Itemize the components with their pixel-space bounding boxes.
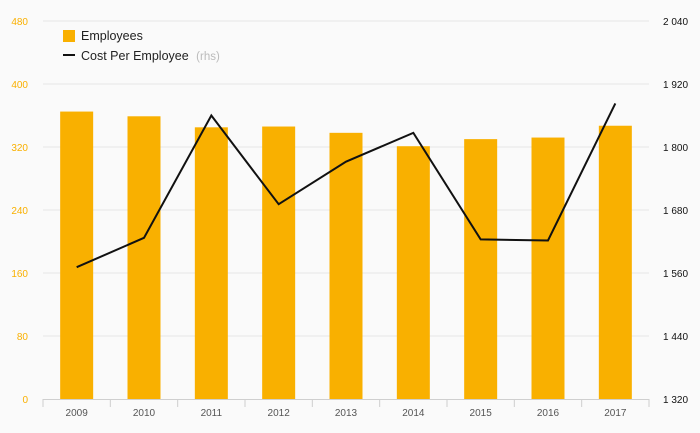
right-y-tick-label: 1 560 [663,269,688,280]
right-y-tick-label: 1 680 [663,206,688,217]
legend-swatch-employees [63,30,75,42]
bar [396,146,430,399]
legend-item-cost-per-employee: Cost Per Employee (rhs) [63,49,220,63]
left-y-tick-label: 480 [11,17,28,28]
x-tick-label: 2012 [268,408,291,419]
right-y-tick-label: 2 040 [663,17,688,28]
bar-series-employees [60,111,632,400]
legend-label-cost-per-employee: Cost Per Employee (rhs) [81,49,220,63]
bar [127,116,161,399]
x-tick-label: 2014 [402,408,425,419]
right-y-tick-label: 1 920 [663,80,688,91]
bar [531,137,565,400]
bar [464,139,498,399]
right-y-tick-label: 1 440 [663,332,688,343]
right-y-tick-label: 1 320 [663,395,688,406]
right-y-tick-label: 1 800 [663,143,688,154]
legend-item-employees: Employees [63,29,143,43]
bar [329,132,363,399]
right-y-axis: 1 320 1 440 1 560 1 680 1 800 1 920 2 040 [663,17,688,406]
bar [598,125,632,400]
x-tick-label: 2010 [133,408,156,419]
cost-per-employee-line [76,102,617,269]
legend-label-rhs-note: (rhs) [196,51,220,63]
legend-label-cost-per-employee-name: Cost Per Employee [81,49,189,63]
left-y-tick-label: 320 [11,143,28,154]
left-y-tick-label: 240 [11,206,28,217]
left-y-tick-label: 0 [22,395,28,406]
line-series-cost-per-employee [76,102,617,269]
x-tick-label: 2016 [537,408,560,419]
x-axis: 2009 2010 2011 2012 2013 2014 2015 2016 2017 [42,399,650,419]
left-y-axis: 0 80 160 240 320 400 480 [11,17,28,406]
legend-label-employees: Employees [81,29,143,43]
bar [60,111,94,399]
x-tick-label: 2015 [470,408,493,419]
legend: Employees Cost Per Employee (rhs) [63,29,220,63]
bar [262,126,296,400]
x-tick-label: 2011 [201,408,223,419]
left-y-tick-label: 400 [11,80,28,91]
left-y-tick-label: 160 [11,269,28,280]
bar [194,127,228,399]
x-tick-label: 2017 [604,408,627,419]
x-tick-label: 2013 [335,408,358,419]
x-tick-label: 2009 [66,408,89,419]
left-y-tick-label: 80 [17,332,29,343]
